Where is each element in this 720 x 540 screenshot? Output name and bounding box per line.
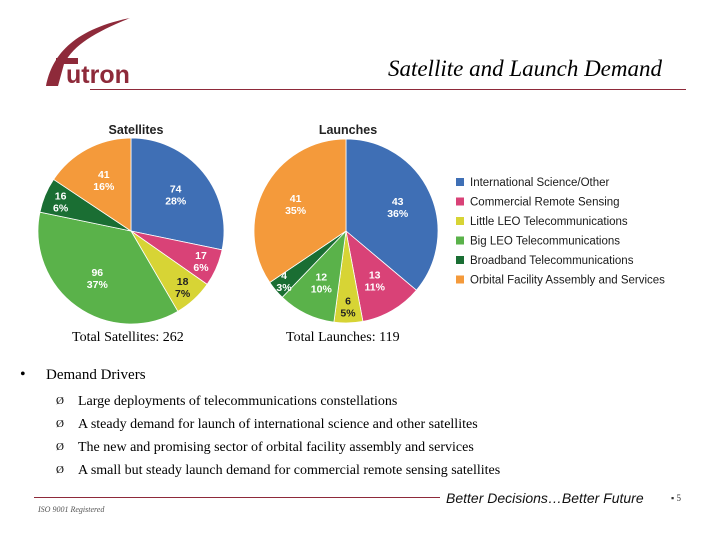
demand-drivers-list: Ø Large deployments of telecommunications… — [20, 390, 700, 482]
arrow-bullet-icon: Ø — [56, 418, 64, 430]
logo-text: utron — [66, 61, 130, 89]
launches-chart-title: Launches — [319, 123, 377, 137]
slice-percent: 7% — [175, 288, 191, 300]
legend-label: Commercial Remote Sensing — [470, 197, 620, 209]
iso-registration: ISO 9001 Registered — [38, 505, 105, 514]
slice-value: 41 — [98, 169, 110, 181]
footer-divider — [34, 497, 440, 498]
slice-label-broadband-telecommunications: 16 6% — [53, 191, 69, 215]
total-launches-caption: Total Launches: 119 — [286, 330, 400, 345]
arrow-bullet-icon: Ø — [56, 395, 64, 407]
satellites-pie-chart: Satellites 74 28%17 6%18 7%96 37%16 6%41 16% — [37, 123, 225, 325]
total-satellites-caption: Total Satellites: 262 — [72, 330, 184, 345]
slice-value: 41 — [290, 193, 302, 205]
slice-percent: 3% — [276, 282, 292, 294]
slice-label-broadband-telecommunications: 4 3% — [276, 270, 292, 294]
slice-label-orbital-facility-assembly-and-services: 41 16% — [93, 169, 115, 193]
bullet-icon: • — [20, 366, 26, 383]
slice-label-international-science-other: 43 36% — [387, 196, 409, 220]
demand-drivers-section: • Demand Drivers Ø Large deployments of t… — [20, 366, 700, 482]
demand-drivers-title: Demand Drivers — [46, 366, 146, 383]
slice-percent: 35% — [285, 205, 307, 217]
satellites-chart-title: Satellites — [109, 123, 164, 137]
legend: International Science/Other Commercial Re… — [456, 177, 665, 287]
slice-value: 96 — [91, 267, 103, 279]
slice-value: 17 — [195, 250, 207, 262]
slice-percent: 10% — [311, 283, 333, 295]
slice-percent: 6% — [193, 262, 209, 274]
legend-swatch — [456, 256, 464, 264]
legend-swatch — [456, 197, 464, 206]
legend-swatch — [456, 178, 464, 186]
list-item-text: A steady demand for launch of internatio… — [78, 417, 478, 432]
logo-crossbar — [56, 58, 78, 64]
slice-label-international-science-other: 74 28% — [165, 184, 187, 208]
slice-label-orbital-facility-assembly-and-services: 41 35% — [285, 193, 307, 217]
futron-logo: utron — [46, 18, 130, 89]
list-item: Ø A steady demand for launch of internati… — [56, 413, 700, 436]
slice-percent: 6% — [53, 203, 69, 215]
pie-charts-area: Satellites 74 28%17 6%18 7%96 37%16 6%41 16% L… — [37, 123, 665, 325]
slice-percent: 28% — [165, 196, 187, 208]
legend-label: Big LEO Telecommunications — [470, 236, 620, 248]
list-item: Ø A small but steady launch demand for co… — [56, 459, 700, 482]
slice-value: 4 — [281, 270, 287, 282]
slice-percent: 16% — [93, 181, 115, 193]
legend-label: Broadband Telecommunications — [470, 255, 634, 267]
slice-label-little-leo-telecommunications: 6 5% — [340, 295, 356, 319]
pie-slice-international-science-other — [130, 137, 225, 251]
slice-value: 43 — [392, 196, 404, 208]
title-divider — [90, 89, 686, 90]
logo-swoosh — [46, 18, 130, 86]
slice-value: 74 — [170, 184, 182, 196]
list-item: Ø Large deployments of telecommunications… — [56, 390, 700, 413]
slice-percent: 37% — [87, 279, 109, 291]
demand-drivers-heading: • Demand Drivers — [20, 366, 700, 384]
page-number: ▪ 5 — [671, 493, 681, 503]
footer-tagline: Better Decisions…Better Future — [446, 490, 644, 506]
legend-label: Little LEO Telecommunications — [470, 216, 628, 228]
slice-label-little-leo-telecommunications: 18 7% — [175, 276, 191, 300]
slide-title: Satellite and Launch Demand — [387, 56, 662, 81]
slice-value: 13 — [369, 269, 381, 281]
slice-label-big-leo-telecommunications: 96 37% — [87, 267, 109, 291]
list-item-text: Large deployments of telecommunications … — [78, 394, 398, 409]
arrow-bullet-icon: Ø — [56, 441, 64, 453]
pie-slice-orbital-facility-assembly-and-services — [253, 138, 347, 284]
list-item: Ø The new and promising sector of orbital… — [56, 436, 700, 459]
slice-value: 6 — [345, 295, 351, 307]
list-item-text: A small but steady launch demand for com… — [78, 463, 501, 478]
pie-slice-big-leo-telecommunications — [37, 211, 179, 325]
slice-percent: 11% — [364, 281, 385, 293]
legend-swatch — [456, 275, 464, 284]
slice-value: 12 — [315, 271, 327, 283]
slice-label-big-leo-telecommunications: 12 10% — [311, 271, 333, 295]
slice-label-commercial-remote-sensing: 17 6% — [193, 250, 209, 274]
pie-slice-orbital-facility-assembly-and-services — [53, 137, 132, 232]
legend-swatch — [456, 236, 464, 245]
legend-label: Orbital Facility Assembly and Services — [470, 275, 665, 287]
launches-pie-chart: Launches 43 36%13 11%6 5%12 10%4 3%41 35% — [253, 123, 439, 324]
arrow-bullet-icon: Ø — [56, 464, 64, 476]
slice-value: 16 — [55, 191, 67, 203]
legend-label: International Science/Other — [470, 177, 610, 189]
slice-value: 18 — [177, 276, 189, 288]
slice-percent: 36% — [387, 208, 409, 220]
pie-slice-international-science-other — [345, 138, 439, 291]
legend-swatch — [456, 217, 464, 225]
list-item-text: The new and promising sector of orbital … — [78, 440, 474, 455]
slice-percent: 5% — [340, 307, 356, 319]
slice-label-commercial-remote-sensing: 13 11% — [364, 269, 385, 293]
